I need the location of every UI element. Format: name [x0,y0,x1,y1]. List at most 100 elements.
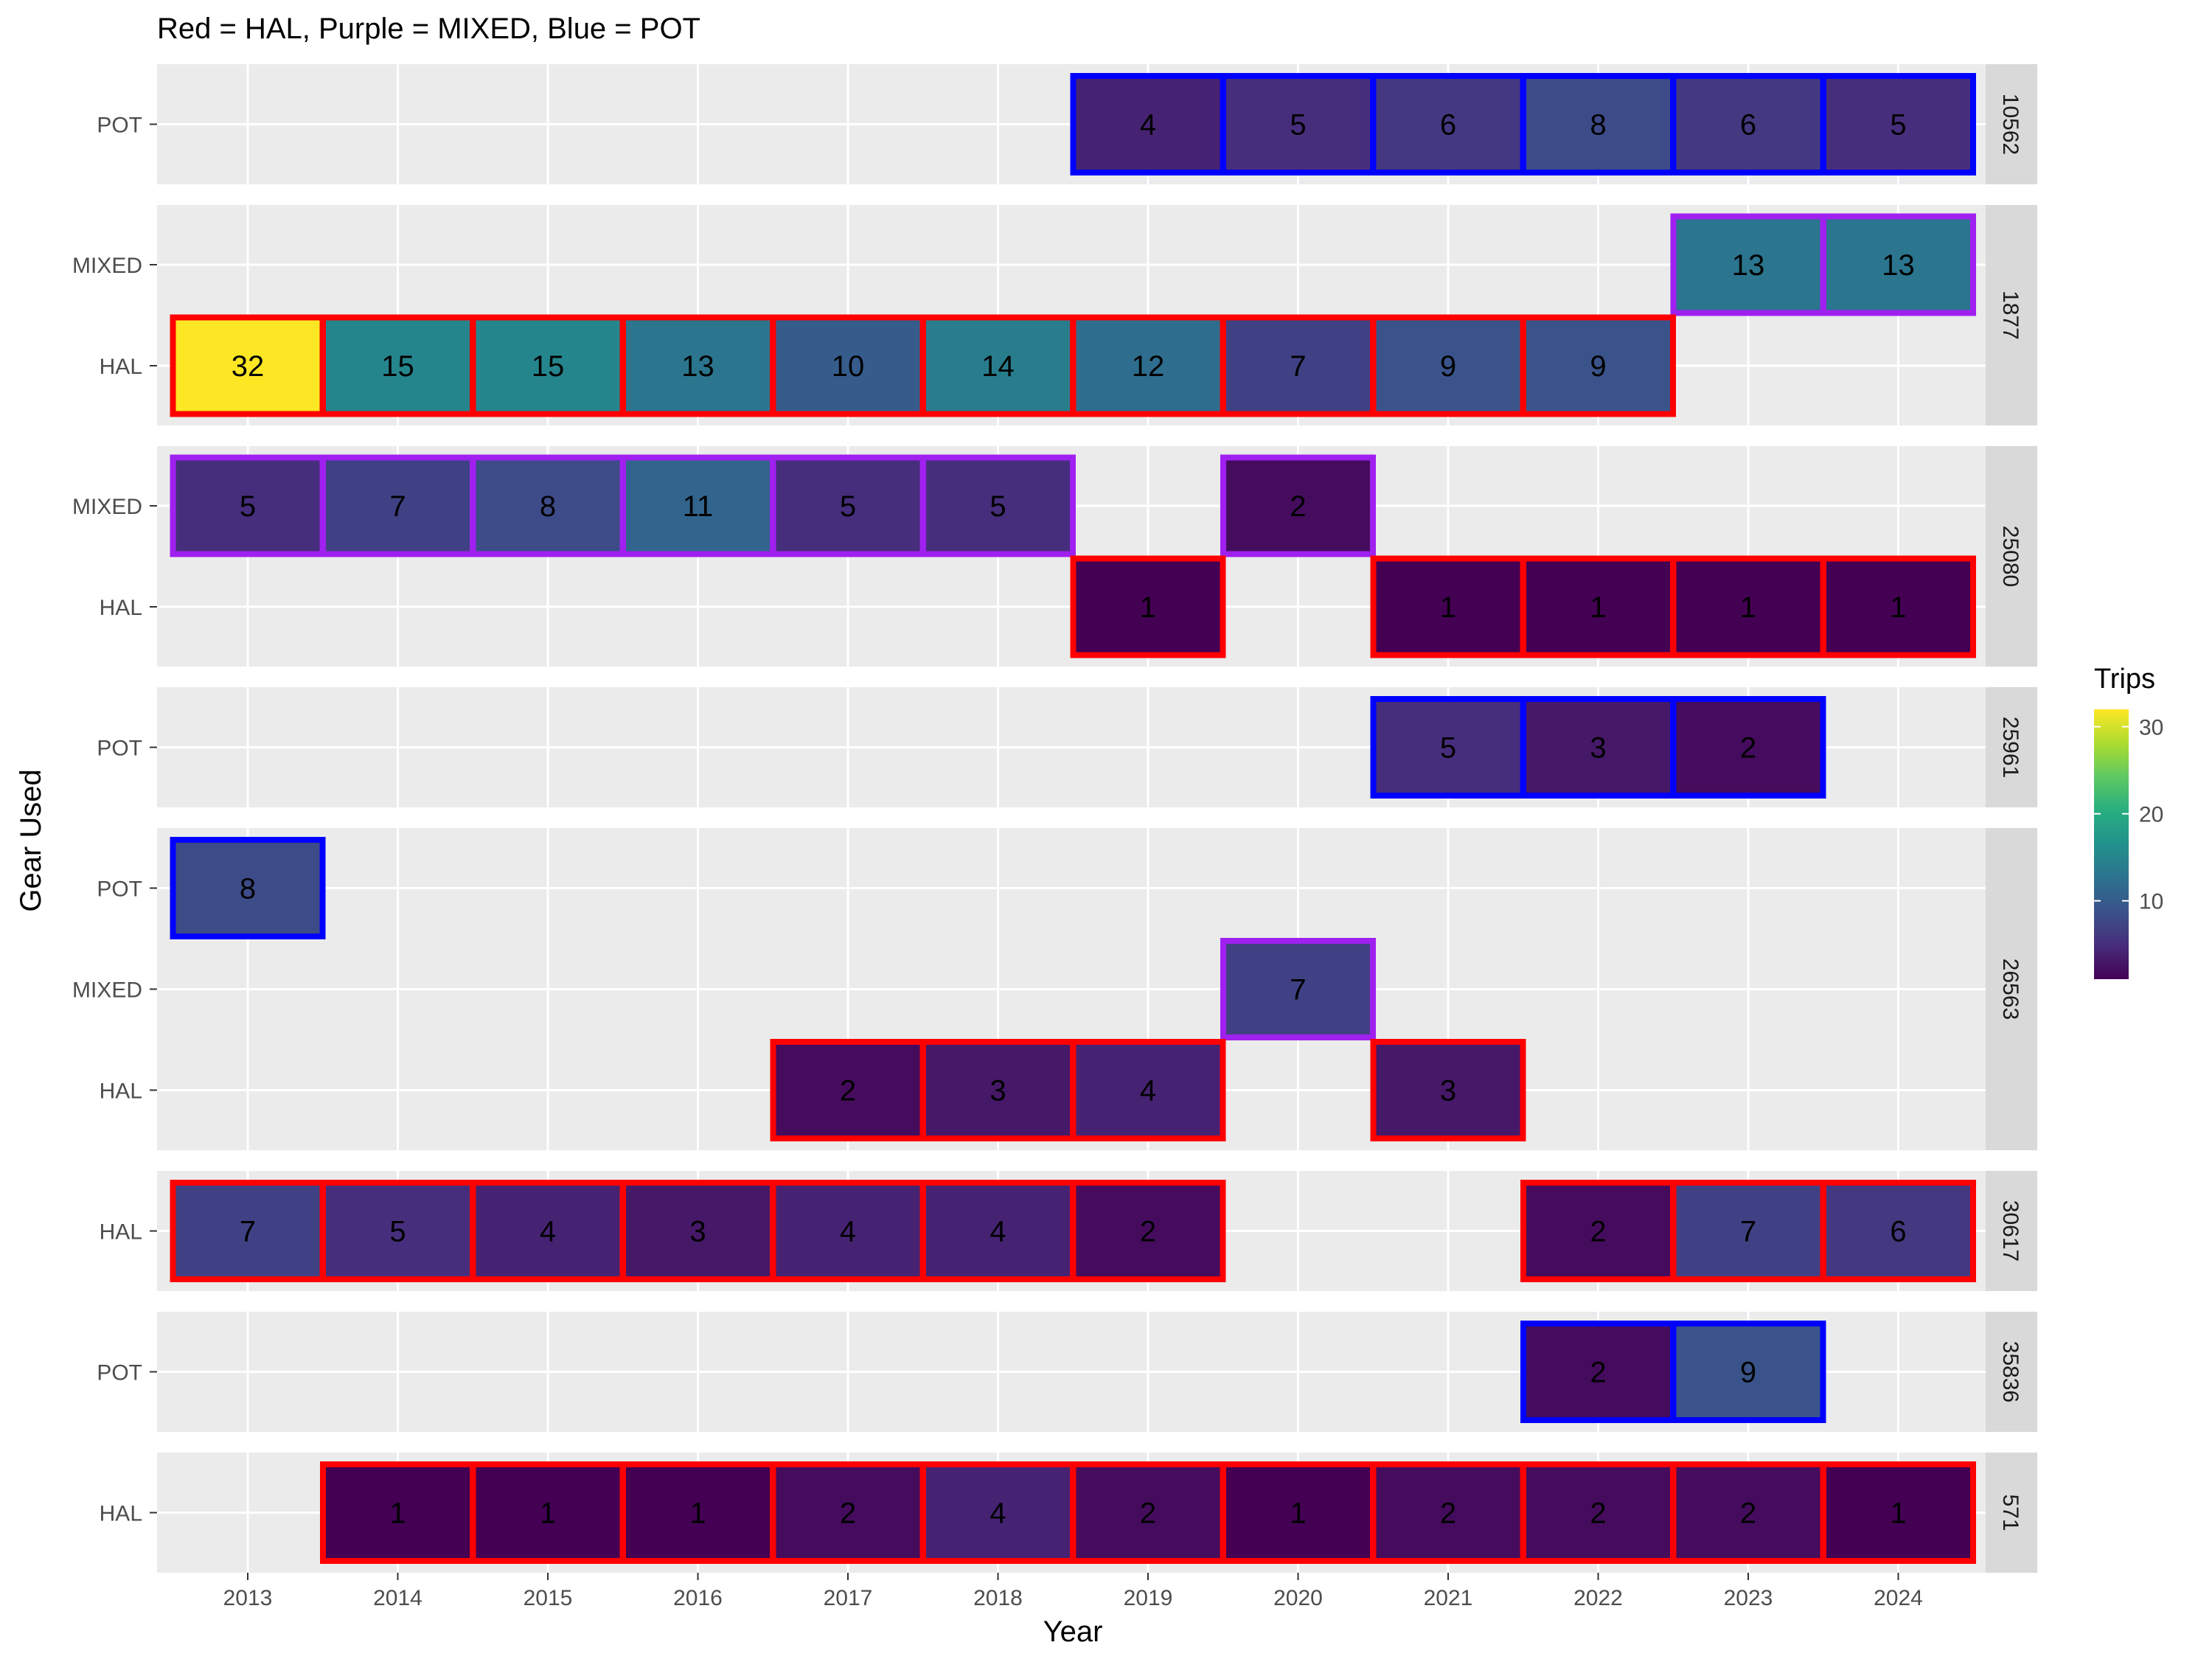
facet-strip-label: 26563 [1998,959,2023,1020]
cell-value-label: 4 [1140,1075,1156,1107]
cell-value-label: 9 [1440,350,1456,383]
heatmap-cell [770,1180,926,1282]
y-tick-label: MIXED [72,495,142,519]
cell-value-label: 2 [1740,1498,1756,1530]
cell-value-label: 10 [832,350,865,383]
x-tick-label: 2017 [824,1586,873,1610]
heatmap-cell [1370,555,1526,658]
heatmap-cell [1670,696,1826,799]
cell-value-label: 5 [1290,109,1306,142]
legend-tick-label: 30 [2139,716,2163,740]
cell-value-label: 4 [990,1498,1006,1530]
cell-value-label: 3 [990,1075,1006,1107]
cell-value-label: 2 [1590,1216,1606,1248]
heatmap-cell [1370,1039,1526,1141]
cell-value-label: 15 [532,350,565,383]
panel-26563: POT MIXED HAL 8 7 2 3 4 3 26563 [72,828,2037,1150]
cell-value-label: 2 [1140,1216,1156,1248]
heatmap-cell [1520,1180,1676,1282]
cell-value-label: 5 [1440,732,1456,765]
y-tick-label: HAL [100,596,142,620]
facet-strip-label: 10562 [1998,94,2023,155]
heatmap-cell [770,1039,926,1141]
x-tick-label: 2018 [973,1586,1023,1610]
cell-value-label: 6 [1440,109,1456,142]
facet-strip-label: 25080 [1998,526,2023,587]
cell-value-label: 5 [840,490,856,523]
facet-strip-label: 30617 [1998,1200,2023,1262]
cell-value-label: 2 [1590,1498,1606,1530]
chart-title: Red = HAL, Purple = MIXED, Blue = POT [157,13,700,45]
heatmap-cell [1070,1039,1226,1141]
cell-value-label: 2 [1440,1498,1456,1530]
heatmap-cell [1520,1321,1676,1423]
facet-strip-label: 1877 [1998,291,2023,340]
cell-value-label: 5 [1890,109,1906,142]
heatmap-cell [320,454,476,557]
heatmap-cell [920,314,1076,417]
cell-value-label: 9 [1740,1357,1756,1389]
heatmap-cell [620,454,776,557]
cell-value-label: 1 [1740,591,1756,624]
cell-value-label: 3 [1440,1075,1456,1107]
legend-tick-label: 20 [2139,803,2163,827]
cell-value-label: 3 [689,1216,706,1248]
y-tick-label: HAL [100,355,142,379]
heatmap-cell [1670,1180,1826,1282]
cell-value-label: 7 [240,1216,256,1248]
cell-value-label: 13 [1882,249,1915,282]
cell-value-label: 8 [1590,109,1606,142]
heatmap-cell [1370,73,1526,175]
heatmap-cell [1520,696,1676,799]
facet-strip [1986,446,2037,667]
panel-35836: POT 2 9 35836 [97,1312,2037,1432]
cell-value-label: 4 [540,1216,556,1248]
x-tick-label: 2022 [1573,1586,1623,1610]
cell-value-label: 15 [381,350,414,383]
heatmap-cell [920,454,1076,557]
cell-value-label: 2 [840,1075,856,1107]
heatmap-cell [470,1461,626,1564]
cell-value-label: 13 [681,350,714,383]
facet-strip [1986,1453,2037,1573]
legend-tick-label: 10 [2139,890,2163,914]
x-tick-label: 2019 [1124,1586,1173,1610]
cell-value-label: 7 [1290,974,1306,1006]
panel-10562: POT 4 5 6 8 6 5 10562 [97,64,2037,184]
x-tick-label: 2023 [1724,1586,1773,1610]
x-axis-label: Year [1043,1615,1103,1648]
heatmap-cell [920,1461,1076,1564]
cell-value-label: 11 [683,490,714,523]
heatmap-cell [1070,555,1226,658]
facet-strip-label: 35836 [1998,1341,2023,1402]
cell-value-label: 1 [1140,591,1156,624]
facet-strip [1986,1171,2037,1291]
x-tick-label: 2021 [1424,1586,1473,1610]
cell-value-label: 7 [1740,1216,1756,1248]
cell-value-label: 1 [1440,591,1456,624]
heatmap-cell [1220,314,1376,417]
x-tick-label: 2016 [673,1586,723,1610]
panel-30617: HAL 7 5 4 3 4 4 2 2 7 6 30617 [100,1171,2037,1291]
heatmap-cell [920,1180,1076,1282]
cell-value-label: 6 [1740,109,1756,142]
heatmap-cell [620,1461,776,1564]
cell-value-label: 5 [389,1216,406,1248]
cell-value-label: 4 [990,1216,1006,1248]
cell-value-label: 7 [389,490,406,523]
x-tick-label: 2014 [373,1586,422,1610]
heatmap-cell [1820,555,1976,658]
heatmap-cell [1070,73,1226,175]
heatmap-cell [1220,938,1376,1040]
y-tick-label: HAL [100,1220,142,1245]
cell-value-label: 5 [240,490,256,523]
facet-strip [1986,205,2037,425]
heatmap-cell [1520,555,1676,658]
panel-571: HAL 1 1 1 2 4 2 1 2 2 2 1 571 [100,1453,2037,1573]
cell-value-label: 1 [1590,591,1606,624]
cell-value-label: 6 [1890,1216,1906,1248]
cell-value-label: 1 [540,1498,556,1530]
